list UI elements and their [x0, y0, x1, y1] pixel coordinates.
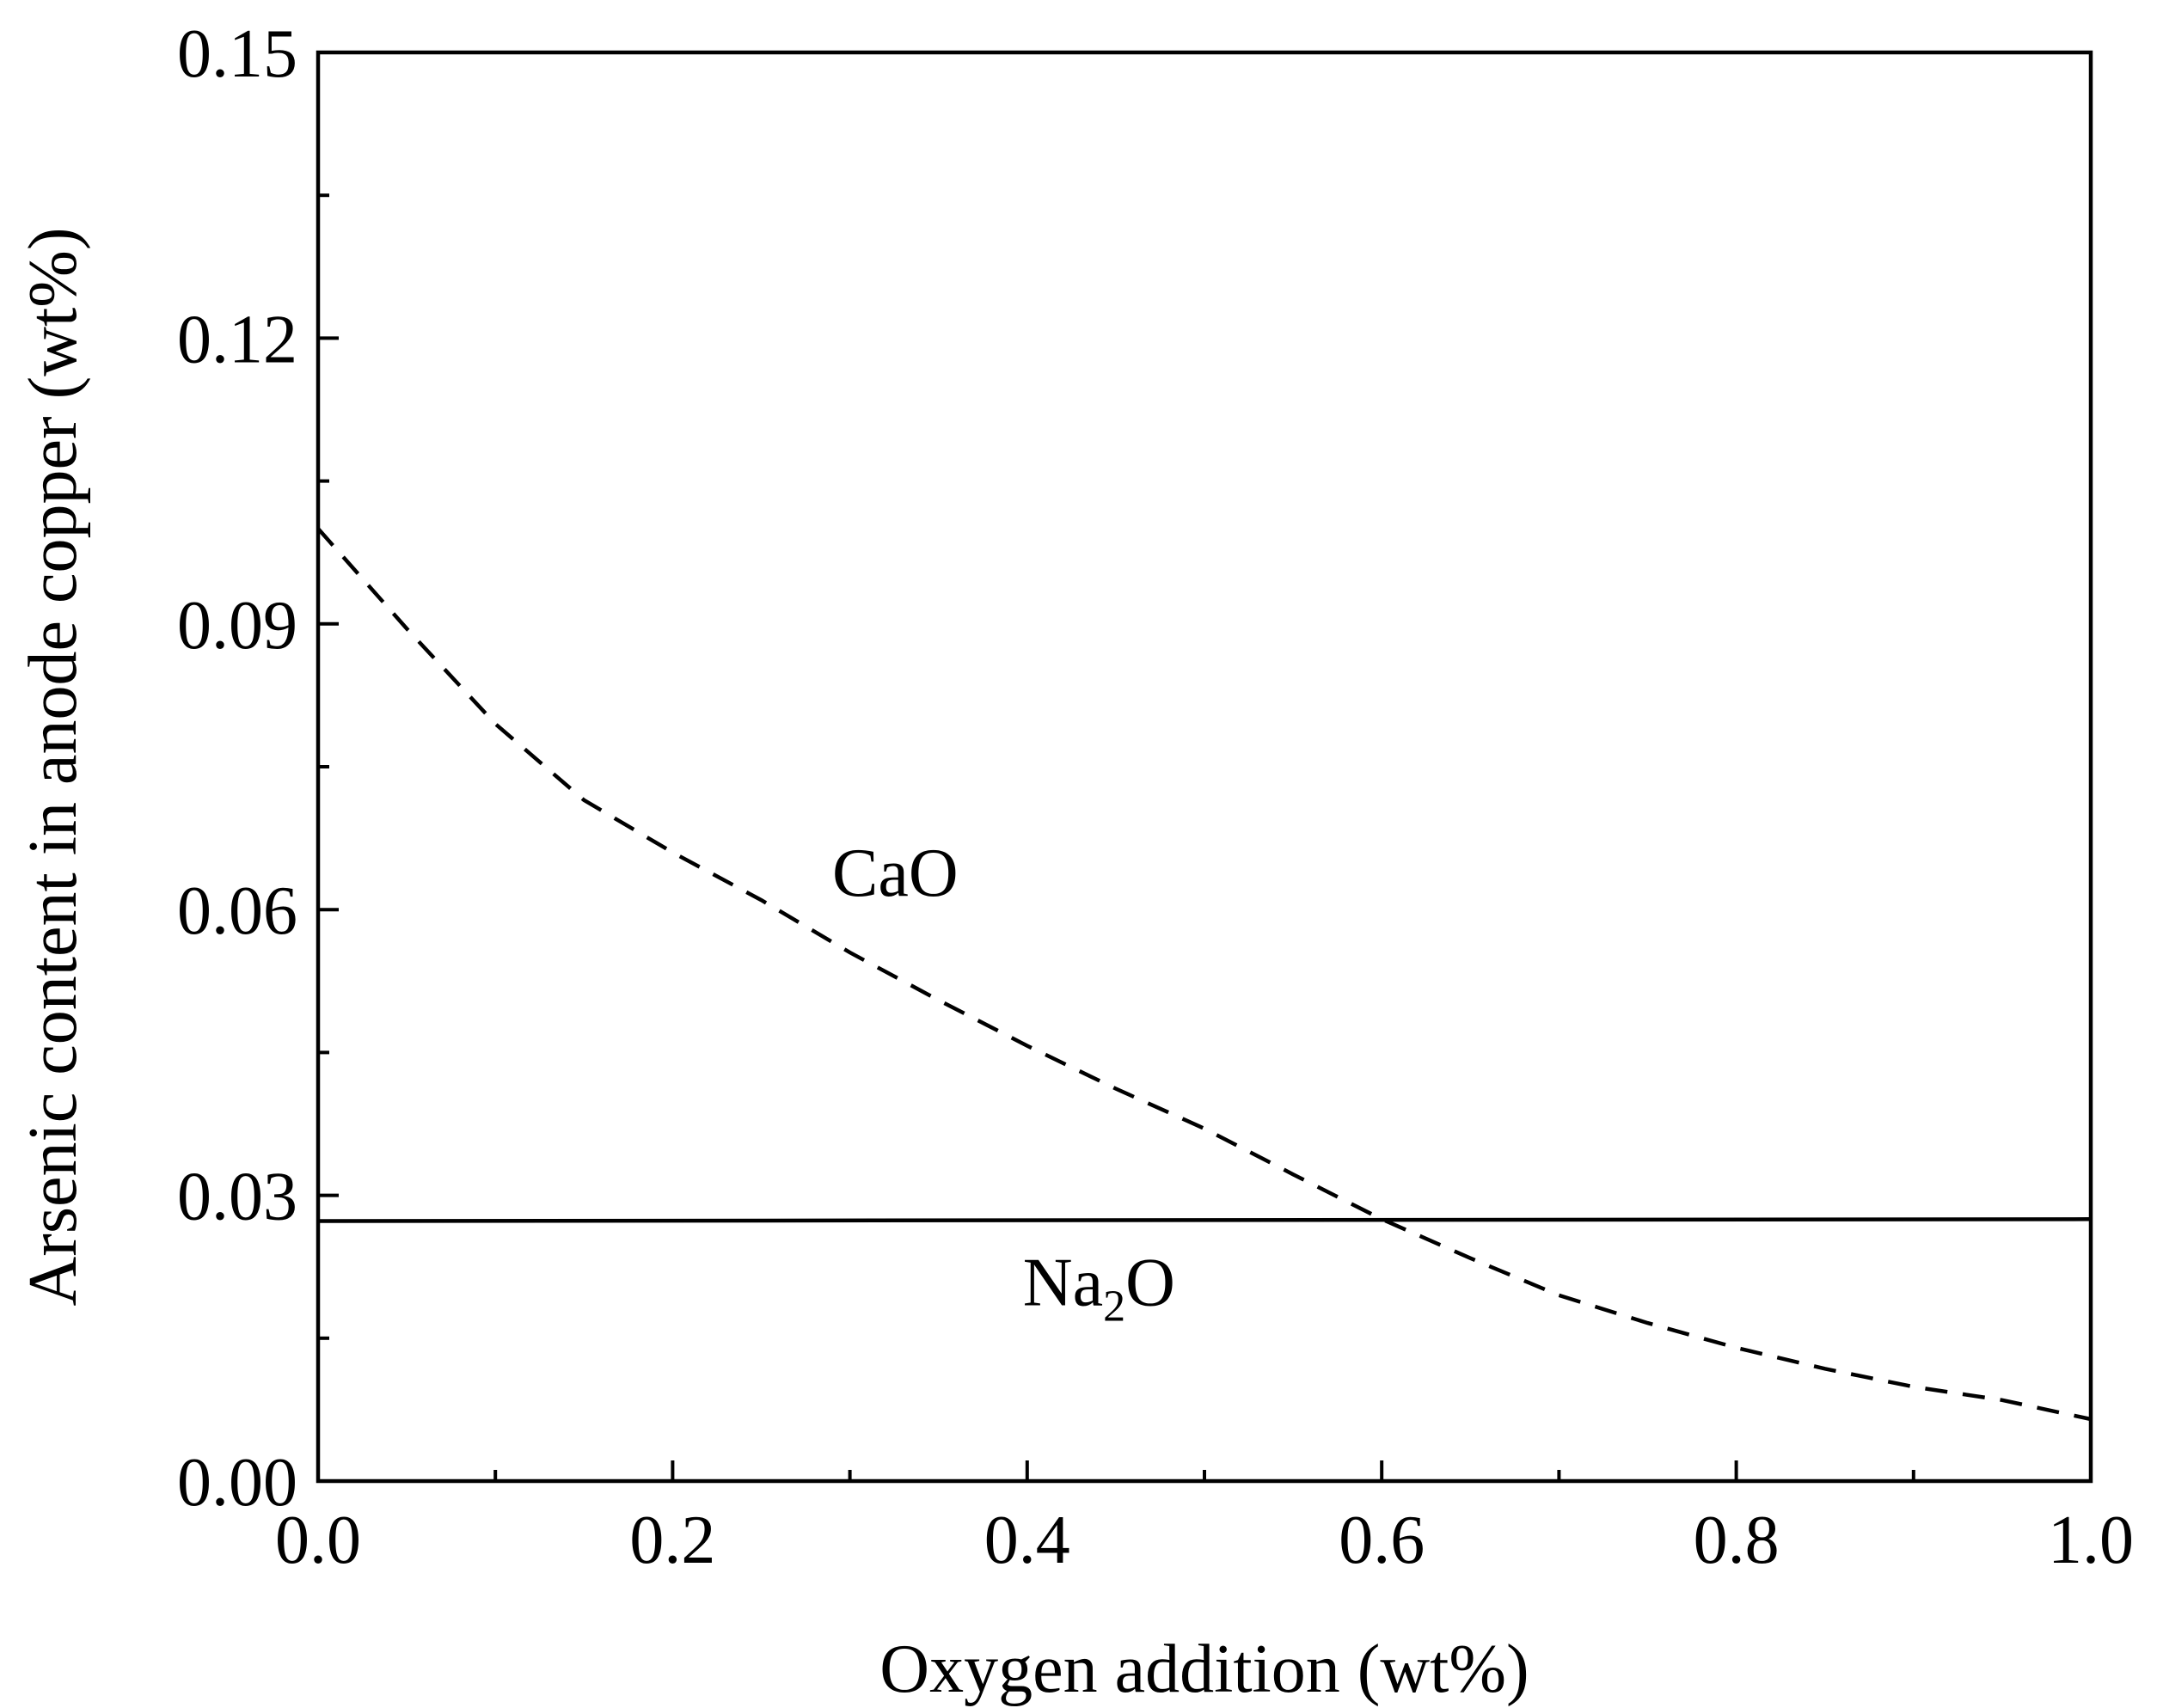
y-tick-label: 0.03	[177, 1160, 297, 1235]
na2o-label-main: Na	[1023, 1245, 1103, 1320]
major-ticks	[316, 51, 2093, 1483]
plot-frame	[316, 50, 2093, 1484]
na2o-label-subscript: 2	[1103, 1282, 1125, 1331]
na2o-series-line	[317, 1217, 2092, 1223]
y-axis-title: Arsenic content in anode copper (wt%)	[15, 227, 91, 1306]
y-tick-labels: 0.00 0.03 0.06 0.09 0.12 0.15	[177, 16, 297, 1521]
x-tick-labels: 0.0 0.2 0.4 0.6 0.8 1.0	[275, 1503, 2134, 1578]
cao-series-line	[316, 527, 2092, 1422]
x-tick-label: 1.0	[2048, 1503, 2134, 1578]
na2o-label-tail: O	[1125, 1245, 1175, 1320]
y-tick-label: 0.06	[177, 873, 297, 949]
y-tick-label: 0.15	[177, 16, 297, 92]
x-tick-label: 0.8	[1694, 1503, 1780, 1578]
x-axis-title: Oxygen addition (wt%)	[879, 1631, 1529, 1707]
x-tick-label: 0.0	[275, 1503, 361, 1578]
y-tick-label: 0.00	[177, 1445, 297, 1521]
x-tick-label: 0.2	[629, 1503, 715, 1578]
y-tick-label: 0.09	[177, 588, 297, 664]
series-layer	[316, 527, 2092, 1422]
cao-series-label: CaO	[832, 836, 959, 911]
y-tick-label: 0.12	[177, 302, 297, 377]
x-tick-label: 0.6	[1339, 1503, 1425, 1578]
na2o-series-label: Na2O	[1023, 1245, 1175, 1331]
x-tick-label: 0.4	[984, 1503, 1070, 1578]
